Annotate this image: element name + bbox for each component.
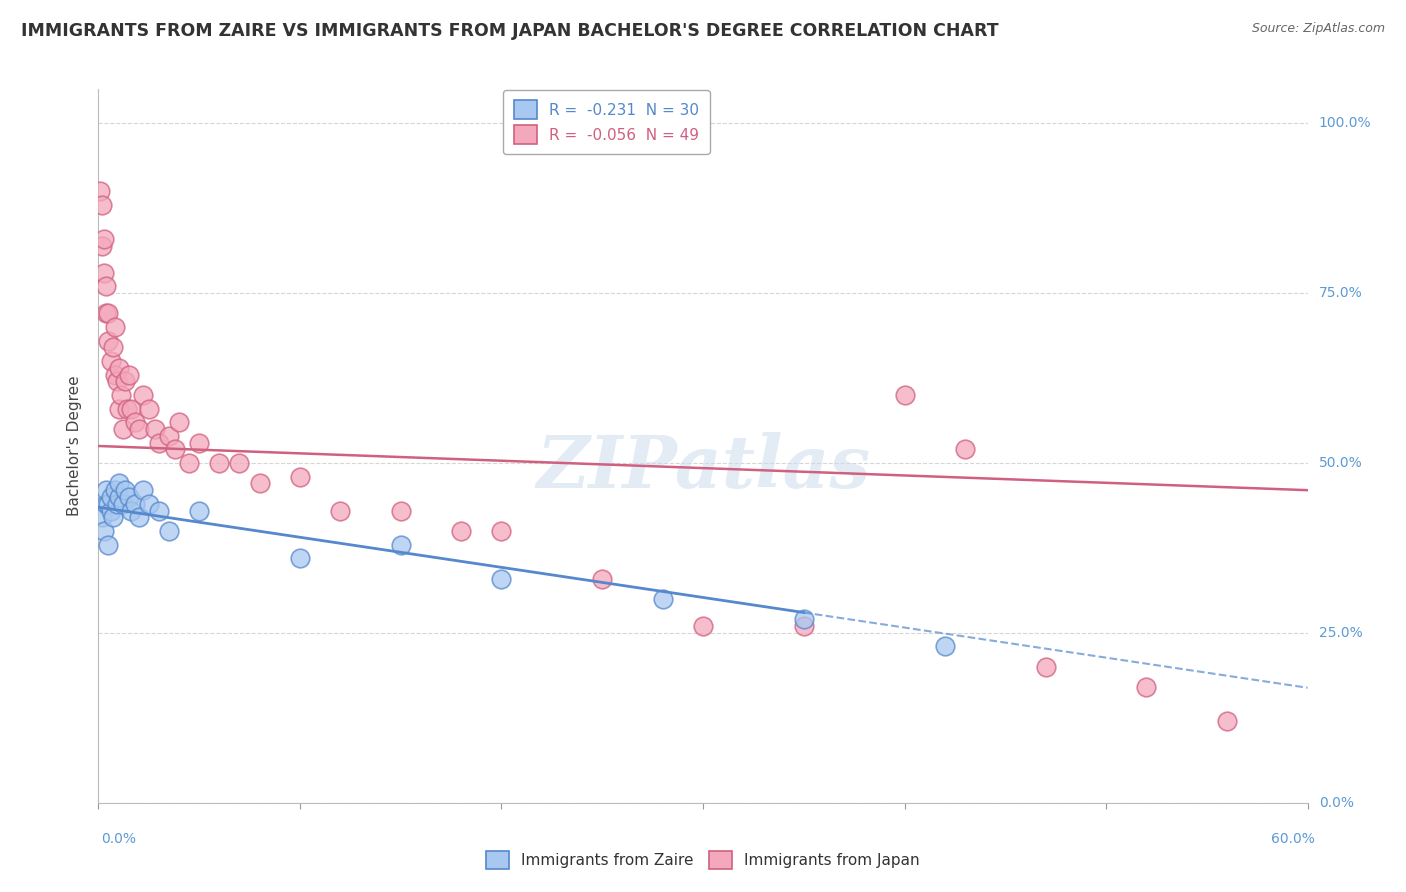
Point [100, 354, 122, 368]
Point [96, 483, 118, 498]
Point [91, 238, 114, 252]
Point [111, 497, 134, 511]
Point [177, 456, 201, 470]
Text: 0.0%: 0.0% [1319, 796, 1354, 810]
Point [114, 375, 136, 389]
Point [96, 497, 118, 511]
Point [128, 422, 150, 436]
Point [93, 524, 115, 538]
Point [96, 279, 118, 293]
Point [591, 572, 613, 586]
Point [103, 483, 125, 498]
Point [97, 537, 120, 551]
Point [128, 510, 150, 524]
Text: Source: ZipAtlas.com: Source: ZipAtlas.com [1251, 22, 1385, 36]
Point [115, 401, 138, 416]
Point [208, 456, 231, 470]
Point [692, 619, 714, 633]
Legend: R =  -0.231  N = 30, R =  -0.056  N = 49: R = -0.231 N = 30, R = -0.056 N = 49 [503, 90, 710, 154]
Point [389, 537, 412, 551]
Point [107, 476, 129, 491]
Point [249, 476, 271, 491]
Point [288, 551, 311, 566]
Point [114, 483, 136, 498]
Point [124, 415, 146, 429]
Point [111, 422, 134, 436]
Point [167, 415, 190, 429]
Point [148, 435, 170, 450]
Point [450, 524, 472, 538]
Point [138, 497, 160, 511]
Point [107, 490, 129, 504]
Point [124, 497, 146, 511]
Point [91, 198, 114, 212]
Point [1216, 714, 1239, 729]
Text: 100.0%: 100.0% [1319, 116, 1371, 130]
Point [934, 640, 956, 654]
Text: 75.0%: 75.0% [1319, 286, 1362, 300]
Point [91, 510, 114, 524]
Point [329, 503, 352, 517]
Point [893, 388, 915, 402]
Point [97, 497, 120, 511]
Point [118, 368, 141, 382]
Point [143, 422, 166, 436]
Point [120, 401, 142, 416]
Point [132, 483, 155, 498]
Point [110, 388, 132, 402]
Point [105, 375, 128, 389]
Point [120, 503, 142, 517]
Point [389, 503, 412, 517]
Point [1135, 680, 1157, 694]
Point [163, 442, 186, 457]
Point [97, 334, 120, 348]
Point [107, 401, 129, 416]
Point [96, 306, 118, 320]
Text: ZIPatlas: ZIPatlas [536, 432, 870, 503]
Point [793, 612, 815, 626]
Text: 50.0%: 50.0% [1319, 456, 1362, 470]
Point [107, 360, 129, 375]
Point [103, 320, 125, 334]
Point [101, 510, 124, 524]
Point [188, 435, 211, 450]
Point [97, 306, 120, 320]
Point [1035, 660, 1057, 674]
Point [953, 442, 976, 457]
Text: 60.0%: 60.0% [1271, 832, 1315, 846]
Y-axis label: Bachelor's Degree: Bachelor's Degree [67, 376, 83, 516]
Point [132, 388, 155, 402]
Text: IMMIGRANTS FROM ZAIRE VS IMMIGRANTS FROM JAPAN BACHELOR'S DEGREE CORRELATION CHA: IMMIGRANTS FROM ZAIRE VS IMMIGRANTS FROM… [21, 22, 998, 40]
Point [157, 429, 180, 443]
Point [93, 266, 115, 280]
Point [101, 341, 124, 355]
Point [148, 503, 170, 517]
Point [491, 572, 513, 586]
Point [157, 524, 180, 538]
Point [651, 591, 673, 606]
Point [89, 184, 111, 198]
Point [138, 401, 160, 416]
Point [100, 490, 122, 504]
Point [188, 503, 211, 517]
Point [103, 368, 125, 382]
Point [288, 469, 311, 483]
Point [793, 619, 815, 633]
Point [491, 524, 513, 538]
Legend: Immigrants from Zaire, Immigrants from Japan: Immigrants from Zaire, Immigrants from J… [479, 845, 927, 875]
Text: 0.0%: 0.0% [101, 832, 136, 846]
Point [105, 497, 128, 511]
Point [93, 232, 115, 246]
Point [118, 490, 141, 504]
Text: 25.0%: 25.0% [1319, 626, 1362, 640]
Point [100, 503, 122, 517]
Point [228, 456, 250, 470]
